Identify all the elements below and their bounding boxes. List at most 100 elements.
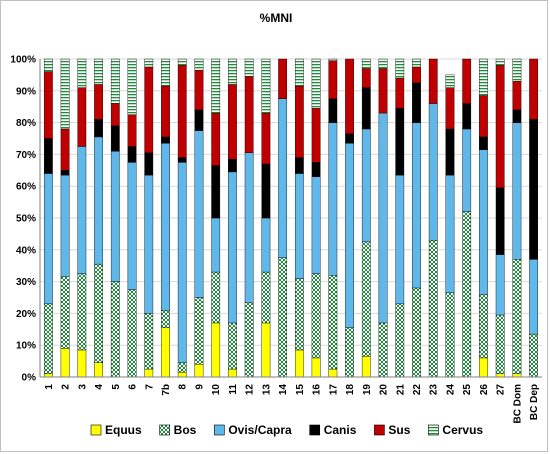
bar-segment-cervus bbox=[445, 74, 455, 88]
bar-stack-18 bbox=[345, 58, 354, 378]
legend-label: Equus bbox=[105, 423, 142, 437]
x-tick-label: 15 bbox=[295, 384, 306, 396]
x-tick-label: 27 bbox=[496, 384, 507, 396]
bar-segment-canis bbox=[127, 146, 137, 163]
bar-segment-ovis-capra bbox=[311, 176, 321, 274]
bar-segment-ovis-capra bbox=[328, 122, 338, 276]
bar-segment-bos bbox=[43, 303, 53, 375]
bar-segment-ovis-capra bbox=[345, 143, 354, 328]
bar-segment-bos bbox=[228, 322, 237, 370]
x-tick-label: 16 bbox=[312, 384, 323, 396]
bar-segment-equus bbox=[211, 322, 221, 378]
bar-stack-9 bbox=[194, 58, 204, 378]
bar-segment-sus bbox=[328, 60, 338, 99]
bar-stack-23 bbox=[428, 58, 438, 378]
y-tick-label: 70% bbox=[16, 150, 36, 161]
bar-segment-ovis-capra bbox=[228, 171, 237, 324]
bar-segment-canis bbox=[211, 165, 221, 219]
bar-segment-sus bbox=[144, 66, 154, 154]
bar-segment-bos bbox=[412, 287, 421, 378]
bar-segment-sus bbox=[311, 108, 321, 163]
bar-segment-bos bbox=[361, 241, 371, 357]
bar-segment-ovis-capra bbox=[110, 151, 120, 282]
bar-segment-canis bbox=[495, 187, 505, 255]
bar-segment-ovis-capra bbox=[244, 152, 254, 303]
bar-segment-cervus bbox=[294, 58, 304, 87]
bar-segment-sus bbox=[345, 58, 354, 134]
legend-item-canis: Canis bbox=[309, 423, 357, 437]
bar-segment-ovis-capra bbox=[77, 146, 87, 274]
bar-segment-canis bbox=[177, 157, 187, 163]
bar-segment-sus bbox=[462, 58, 472, 104]
x-tick-label: 13 bbox=[261, 384, 272, 396]
x-tick-label: 10 bbox=[211, 384, 222, 396]
x-tick-label: 5 bbox=[111, 384, 122, 390]
bar-segment-bos bbox=[110, 281, 120, 378]
bar-segment-bos bbox=[77, 273, 87, 351]
bar-segment-cervus bbox=[144, 58, 154, 68]
legend-item-sus: Sus bbox=[374, 423, 411, 437]
bar-segment-ovis-capra bbox=[161, 143, 170, 311]
bar-segment-bos bbox=[244, 302, 254, 378]
bar-segment-equus bbox=[294, 349, 304, 378]
legend-label: Cervus bbox=[442, 423, 483, 437]
x-tick-label: 2 bbox=[61, 384, 72, 390]
bar-segment-ovis-capra bbox=[177, 162, 187, 363]
bar-segment-ovis-capra bbox=[127, 162, 137, 290]
bar-segment-cervus bbox=[378, 58, 388, 69]
bar-segment-bos bbox=[60, 276, 70, 349]
bar-segment-bos bbox=[161, 310, 170, 328]
bar-segment-canis bbox=[445, 128, 455, 176]
bar-stack-15 bbox=[294, 58, 304, 378]
bar-segment-canis bbox=[328, 98, 338, 123]
bar-segment-ovis-capra bbox=[278, 98, 288, 258]
bar-segment-cervus bbox=[244, 58, 254, 77]
bar-segment-cervus bbox=[60, 58, 70, 130]
bar-segment-canis bbox=[462, 103, 472, 130]
bar-segment-equus bbox=[60, 348, 70, 378]
bar-segment-sus bbox=[211, 112, 221, 166]
bar-segment-canis bbox=[228, 158, 237, 173]
bar-segment-bos bbox=[462, 211, 472, 378]
bar-segment-sus bbox=[43, 71, 53, 139]
x-axis-tick-labels: 1 2 3 4 5 6 7 7b 8 9 10 11 12 13 14 15 16 17 18 19 20 21 22 23 2… bbox=[44, 384, 540, 424]
bar-segment-bos bbox=[395, 303, 405, 378]
bar-segment-sus bbox=[177, 65, 187, 158]
bar-stack-20 bbox=[378, 58, 388, 378]
bar-segment-cervus bbox=[194, 58, 204, 71]
bar-segment-cervus bbox=[161, 58, 170, 87]
legend-item-bos: Bos bbox=[159, 423, 197, 437]
bar-segment-equus bbox=[311, 357, 321, 378]
bar-segment-equus bbox=[161, 327, 170, 378]
y-tick-label: 30% bbox=[16, 277, 36, 288]
legend-swatch bbox=[428, 424, 439, 436]
legend-label: Ovis/Capra bbox=[228, 423, 292, 437]
bar-segment-sus bbox=[261, 112, 271, 165]
bar-segment-sus bbox=[228, 84, 237, 160]
bar-segment-ovis-capra bbox=[378, 112, 388, 324]
bar-stack-2 bbox=[60, 58, 70, 378]
bar-segment-bos bbox=[328, 275, 338, 370]
bar-segment-ovis-capra bbox=[194, 130, 204, 298]
bar-segment-sus bbox=[412, 66, 421, 84]
bar-stack-27 bbox=[495, 58, 505, 378]
bar-segment-bos bbox=[479, 294, 488, 359]
bar-segment-sus bbox=[77, 87, 87, 147]
bar-segment-canis bbox=[412, 82, 421, 123]
x-tick-label: 3 bbox=[77, 384, 88, 390]
bar-segment-canis bbox=[261, 163, 271, 219]
bar-segment-cervus bbox=[412, 58, 421, 68]
y-axis-tick-labels: 0% 10% 20% 30% 40% 50% 60% 70% 80% 90% 100% bbox=[10, 55, 36, 384]
bar-segment-equus bbox=[361, 356, 371, 378]
bar-segment-sus bbox=[395, 77, 405, 109]
bar-segment-equus bbox=[194, 364, 204, 378]
bar-segment-sus bbox=[529, 58, 539, 120]
bar-segment-ovis-capra bbox=[144, 174, 154, 314]
bar-segment-sus bbox=[194, 69, 204, 111]
bar-segment-bos bbox=[378, 322, 388, 378]
legend: Equus Bos Ovis/Capra Canis Sus Cervus bbox=[90, 423, 483, 437]
bar-segment-cervus bbox=[479, 58, 488, 96]
bar-segment-sus bbox=[244, 76, 254, 154]
legend-swatch bbox=[214, 424, 225, 436]
bar-segment-bos bbox=[94, 263, 103, 363]
